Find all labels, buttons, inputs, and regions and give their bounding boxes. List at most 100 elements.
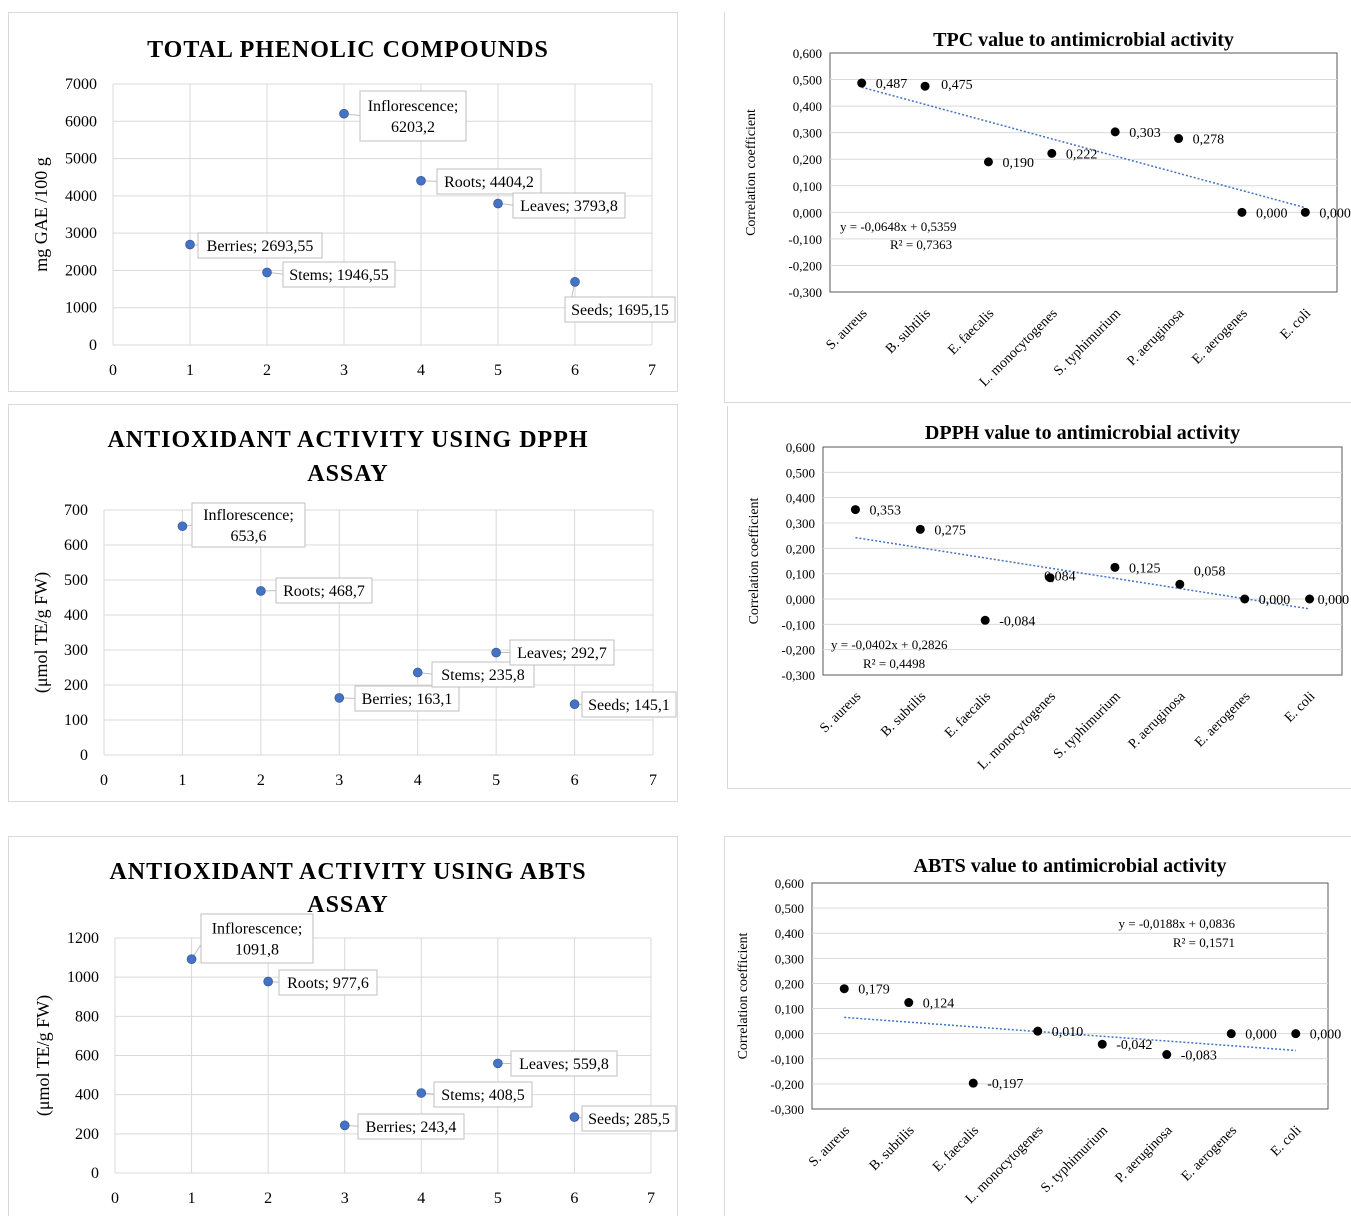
y-tick-label: -0,200 [781,643,815,658]
y-tick-label: -0,200 [788,258,822,273]
trendline-r2: R² = 0,4498 [863,656,925,671]
trendline-r2: R² = 0,7363 [890,237,952,252]
y-tick-label: 0,500 [786,465,815,480]
x-category-label: P. aeruginosa [1126,689,1189,752]
y-tick-label: 0,100 [775,1002,804,1017]
data-label: -0,083 [1181,1049,1217,1064]
data-point [570,1113,579,1122]
y-axis-label: Correlation coefficient [747,497,762,624]
data-point [187,955,196,964]
data-point [1227,1029,1236,1038]
y-tick-label: -0,300 [788,285,822,300]
y-tick-label: 6000 [65,113,97,130]
y-tick-label: 0,000 [786,592,815,607]
data-point [840,984,849,993]
data-label: -0,197 [987,1077,1023,1092]
y-tick-label: -0,100 [781,617,815,632]
y-axis-label: (μmol TE/g FW) [33,995,54,1116]
data-point [186,240,195,249]
y-tick-label: -0,100 [770,1052,804,1067]
y-tick-label: 0,100 [786,567,815,582]
x-category-label: S. typhimurium [1051,306,1124,379]
data-label: 0,000 [1259,593,1291,608]
x-tick-label: 3 [340,362,348,379]
y-tick-label: 400 [64,607,88,624]
trendline-equation: y = -0,0402x + 0,2826 [831,637,948,652]
chart-title: ANTIOXIDANT ACTIVITY USING ABTS [109,859,586,885]
data-label: 0,475 [941,78,973,93]
y-tick-label: 500 [64,572,88,589]
y-tick-label: 100 [64,712,88,729]
data-label: 0,000 [1256,206,1288,221]
data-label: 0,278 [1193,133,1225,148]
x-category-label: E. faecalis [942,689,994,741]
data-point [921,82,930,91]
chart-title: ASSAY [307,461,389,487]
data-point [178,522,187,531]
data-point [904,998,913,1007]
data-label: 0,000 [1318,593,1350,608]
data-point [969,1079,978,1088]
data-label: Berries; 163,1 [362,691,453,708]
y-tick-label: 7000 [65,76,97,93]
x-category-label: B. subtilis [867,1123,918,1174]
data-point [1305,595,1314,604]
data-point [1162,1050,1171,1059]
trendline-r2: R² = 0,1571 [1173,935,1235,950]
chart-dpph-corr: DPPH value to antimicrobial activity0,60… [728,406,1351,788]
data-label: Inflorescence; [368,98,459,115]
x-category-label: E. aerogenes [1192,689,1253,750]
data-point [1291,1029,1300,1038]
data-point [984,157,993,166]
data-label: Leaves; 559,8 [519,1056,609,1073]
y-tick-label: -0,100 [788,232,822,247]
data-point [570,700,579,709]
x-tick-label: 5 [494,1190,502,1207]
data-label: Stems; 1946,55 [289,267,389,284]
data-point [571,277,580,286]
y-tick-label: 0,500 [775,901,804,916]
data-label: Seeds; 145,1 [588,697,670,714]
x-category-label: S. aureus [817,689,864,736]
x-tick-label: 0 [100,772,108,789]
x-tick-label: 2 [264,1190,272,1207]
data-label: Roots; 977,6 [287,975,369,992]
data-point [1240,595,1249,604]
data-label: 0,487 [876,77,908,92]
x-category-label: S. aureus [806,1123,853,1170]
data-point [1047,149,1056,158]
data-point [494,199,503,208]
y-tick-label: 0 [80,747,88,764]
chart-title: TOTAL PHENOLIC COMPOUNDS [147,37,549,63]
y-tick-label: 0,200 [775,976,804,991]
trendline-equation: y = -0,0188x + 0,0836 [1119,916,1236,931]
y-tick-label: 600 [75,1048,99,1065]
chart-title: ABTS value to antimicrobial activity [914,855,1227,877]
data-point [851,505,860,514]
x-tick-label: 7 [648,362,656,379]
data-point [256,586,265,595]
data-label: 6203,2 [391,119,435,136]
y-tick-label: 3000 [65,225,97,242]
y-tick-label: -0,300 [781,668,815,683]
x-tick-label: 0 [109,362,117,379]
data-point [340,1121,349,1130]
x-category-label: B. subtilis [883,306,934,357]
x-category-label: P. aeruginosa [1125,306,1188,369]
data-label: Inflorescence; [212,921,303,938]
data-point [263,268,272,277]
data-label: Leaves; 292,7 [517,645,607,662]
x-tick-label: 7 [649,772,657,789]
data-label: 0,275 [934,523,966,538]
x-category-label: E. aerogenes [1190,306,1251,367]
y-tick-label: 300 [64,642,88,659]
y-tick-label: 0,300 [786,516,815,531]
x-category-label: B. subtilis [878,689,929,740]
data-label: 0,190 [1002,156,1034,171]
data-point [981,616,990,625]
chart-title: DPPH value to antimicrobial activity [925,422,1240,444]
data-label: 0,179 [858,983,890,998]
data-label: 0,222 [1066,147,1098,162]
